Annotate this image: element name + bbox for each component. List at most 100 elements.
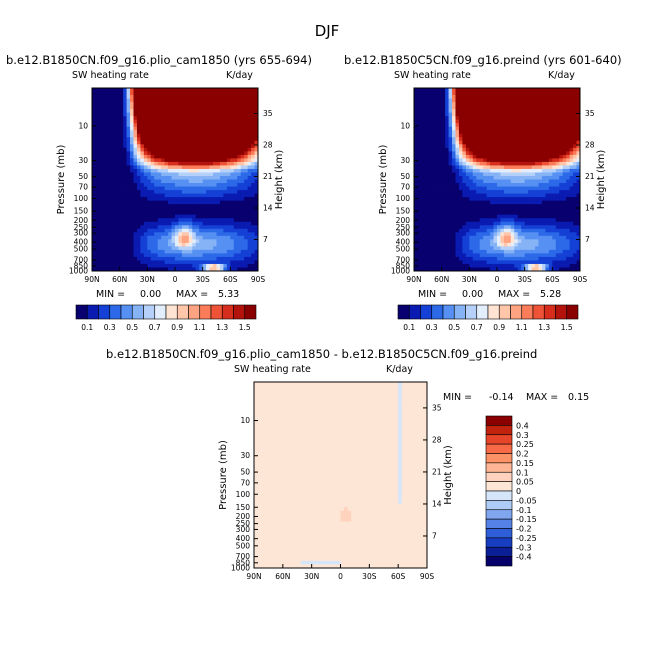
heatmap-cell bbox=[545, 112, 550, 117]
heatmap-cell bbox=[95, 263, 100, 268]
heatmap-cell bbox=[213, 263, 217, 268]
heatmap-cell bbox=[168, 119, 172, 124]
heatmap-cell bbox=[517, 207, 522, 212]
heatmap-cell bbox=[130, 130, 134, 135]
heatmap-cell bbox=[555, 225, 560, 230]
heatmap-cell bbox=[171, 246, 176, 251]
heatmap-cell bbox=[510, 116, 515, 121]
heatmap-cell bbox=[116, 154, 121, 159]
heatmap-cell bbox=[157, 232, 162, 237]
heatmap-cell bbox=[199, 235, 204, 240]
heatmap-cell bbox=[497, 88, 501, 92]
heatmap-cell bbox=[493, 88, 498, 92]
heatmap-cell bbox=[181, 214, 186, 219]
heatmap-cell bbox=[209, 168, 214, 173]
heatmap-cell bbox=[92, 147, 96, 152]
heatmap-cell bbox=[168, 246, 172, 251]
heatmap-cell bbox=[465, 144, 470, 149]
heatmap-cell bbox=[514, 123, 519, 128]
heatmap-cell bbox=[178, 105, 183, 110]
heatmap-cell bbox=[431, 214, 436, 219]
heatmap-cell bbox=[524, 126, 529, 131]
heatmap-cell bbox=[414, 207, 418, 212]
heatmap-cell bbox=[566, 158, 571, 163]
heatmap-cell bbox=[483, 137, 488, 142]
panel2-max-value: 5.28 bbox=[540, 289, 562, 300]
heatmap-cell bbox=[566, 175, 571, 180]
heatmap-cell bbox=[116, 102, 121, 106]
heatmap-cell bbox=[427, 260, 432, 265]
heatmap-cell bbox=[486, 186, 491, 191]
heatmap-cell bbox=[136, 232, 141, 237]
heatmap-cell bbox=[188, 253, 193, 258]
heatmap-cell bbox=[479, 232, 484, 237]
heatmap-cell bbox=[503, 158, 508, 163]
heatmap-cell bbox=[462, 253, 467, 258]
heatmap-cell bbox=[448, 161, 453, 166]
heatmap-cell bbox=[503, 133, 508, 138]
heatmap-cell bbox=[434, 123, 439, 128]
heatmap-cell bbox=[458, 175, 463, 180]
heatmap-cell bbox=[206, 172, 210, 177]
heatmap-cell bbox=[254, 214, 259, 219]
heatmap-cell bbox=[168, 263, 172, 268]
heatmap-cell bbox=[548, 204, 553, 209]
heatmap-cell bbox=[126, 179, 131, 184]
heatmap-cell bbox=[562, 109, 567, 114]
heatmap-cell bbox=[143, 123, 148, 128]
heatmap-cell bbox=[562, 116, 567, 121]
heatmap-cell bbox=[503, 221, 508, 226]
heatmap-cell bbox=[555, 109, 560, 114]
heatmap-cell bbox=[181, 267, 186, 272]
heatmap-cell bbox=[140, 102, 145, 106]
heatmap-cell bbox=[233, 154, 238, 159]
heatmap-cell bbox=[178, 228, 183, 233]
heatmap-cell bbox=[226, 200, 231, 205]
heatmap-cell bbox=[157, 105, 162, 110]
heatmap-cell bbox=[199, 95, 204, 99]
heatmap-cell bbox=[219, 204, 224, 209]
heatmap-cell bbox=[136, 126, 141, 131]
heatmap-cell bbox=[452, 228, 456, 233]
heatmap-cell bbox=[209, 161, 214, 166]
heatmap-cell bbox=[230, 95, 235, 99]
heatmap-cell bbox=[133, 144, 138, 149]
heatmap-cell bbox=[541, 197, 546, 202]
heatmap-cell bbox=[562, 242, 567, 247]
heatmap-cell bbox=[254, 168, 259, 173]
heatmap-cell bbox=[490, 214, 494, 219]
heatmap-cell bbox=[535, 239, 539, 244]
heatmap-cell bbox=[434, 175, 439, 180]
heatmap-cell bbox=[195, 116, 200, 121]
heatmap-cell bbox=[240, 161, 245, 166]
heatmap-cell bbox=[244, 253, 249, 258]
heatmap-cell bbox=[510, 239, 515, 244]
heatmap-cell bbox=[161, 246, 166, 251]
heatmap-cell bbox=[216, 260, 221, 265]
heatmap-cell bbox=[507, 232, 512, 237]
heatmap-cell bbox=[479, 147, 484, 152]
heatmap-cell bbox=[92, 105, 96, 110]
heatmap-cell bbox=[251, 232, 255, 237]
heatmap-cell bbox=[206, 105, 210, 110]
heatmap-cell bbox=[216, 116, 221, 121]
heatmap-cell bbox=[514, 112, 519, 117]
heatmap-cell bbox=[441, 112, 446, 117]
heatmap-cell bbox=[130, 221, 134, 226]
heatmap-cell bbox=[199, 168, 204, 173]
heatmap-cell bbox=[566, 140, 571, 145]
heatmap-cell bbox=[216, 193, 221, 198]
heatmap-cell bbox=[514, 179, 519, 184]
heatmap-cell bbox=[414, 102, 418, 106]
heatmap-cell bbox=[92, 151, 96, 156]
heatmap-cell bbox=[247, 123, 252, 128]
heatmap-cell bbox=[458, 154, 463, 159]
heatmap-cell bbox=[441, 154, 446, 159]
heatmap-cell bbox=[247, 168, 252, 173]
heatmap-cell bbox=[178, 109, 183, 114]
heatmap-cell bbox=[414, 172, 418, 177]
heatmap-cell bbox=[164, 109, 169, 114]
heatmap-cell bbox=[206, 158, 210, 163]
heatmap-cell bbox=[524, 91, 529, 96]
heatmap-cell bbox=[524, 151, 529, 156]
